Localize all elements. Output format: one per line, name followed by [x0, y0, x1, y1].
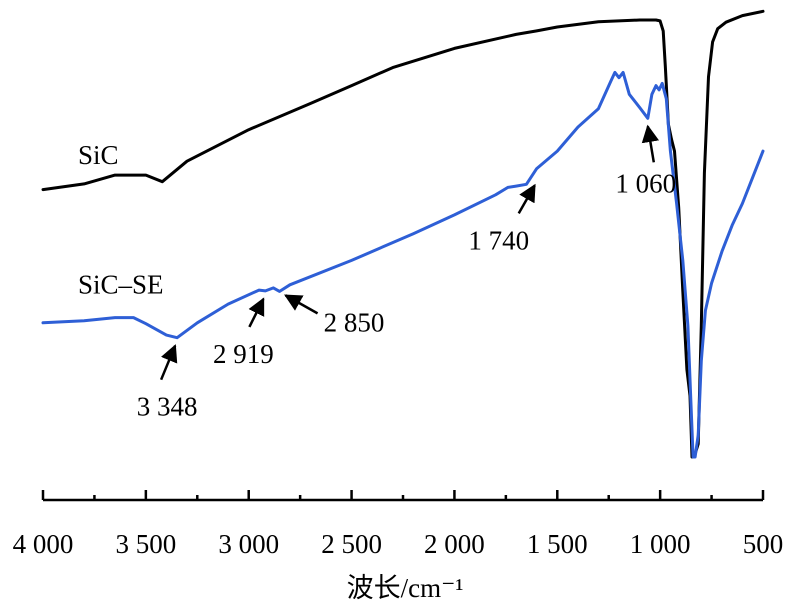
annotation-label: 3 348 — [137, 392, 198, 422]
series-label-sic-se: SiC–SE — [78, 270, 164, 300]
x-tick-label: 2 000 — [424, 529, 485, 559]
series-layer — [41, 9, 765, 459]
annotation-arrow — [641, 124, 660, 163]
x-tick-label: 500 — [743, 529, 784, 559]
x-axis: 4 000 3 500 3 000 2 500 2 000 1 500 1 000 500 — [13, 490, 784, 559]
annotation-arrow — [159, 344, 178, 381]
series-line-sic-se — [41, 70, 765, 459]
series-label-sic: SiC — [78, 140, 119, 170]
annotation-label: 1 740 — [468, 225, 529, 255]
x-axis-label: 波长/cm⁻¹ — [347, 573, 464, 603]
annotation-arrow — [517, 183, 536, 214]
annotation-layer: SiC SiC–SE 3 348 2 919 2 850 1 740 1 060 — [78, 124, 676, 422]
annotation-label: 1 060 — [615, 168, 676, 198]
annotation-label: 2 919 — [213, 339, 274, 369]
x-tick-label: 2 500 — [321, 529, 382, 559]
x-tick-label: 3 000 — [218, 529, 279, 559]
annotation-arrow — [284, 294, 319, 315]
x-tick-label: 1 500 — [527, 529, 588, 559]
x-tick-label: 1 000 — [630, 529, 691, 559]
annotation-arrow — [248, 297, 265, 328]
annotation-label: 2 850 — [324, 307, 385, 337]
x-tick-label: 4 000 — [13, 529, 74, 559]
x-tick-label: 3 500 — [115, 529, 176, 559]
series-line-sic — [41, 9, 765, 459]
